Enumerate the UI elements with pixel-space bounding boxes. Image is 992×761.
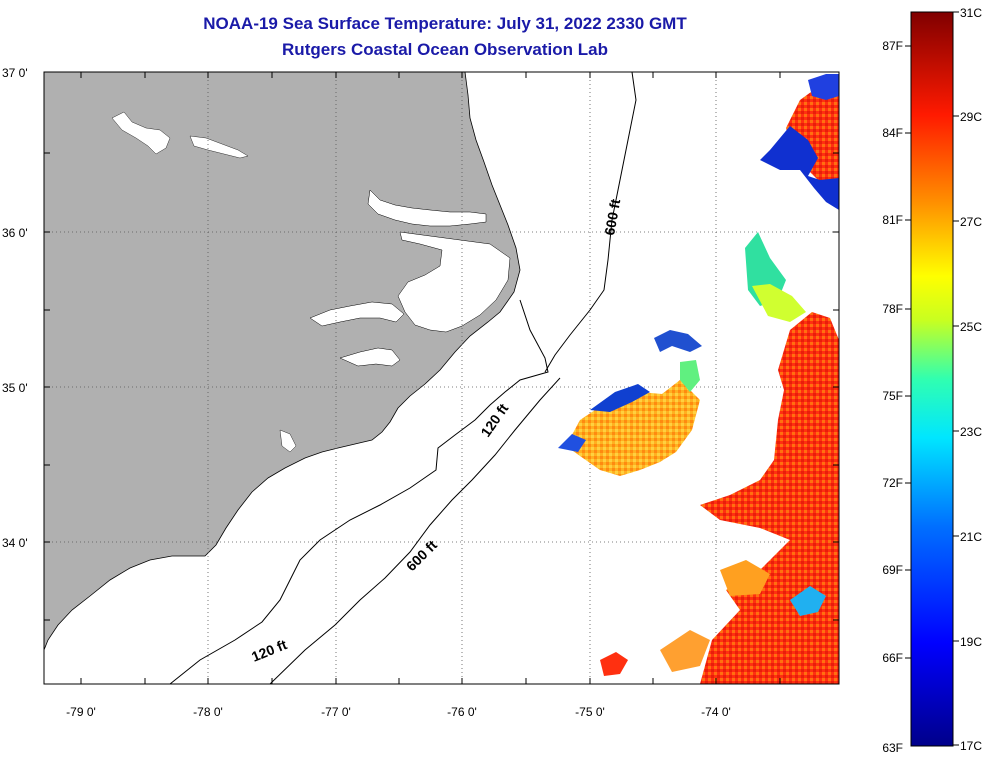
sst-data-layer: [558, 74, 839, 684]
lon-label-76: -76 0': [447, 705, 477, 719]
neuse-river: [339, 347, 401, 367]
lon-label-79: -79 0': [66, 705, 96, 719]
map-panel: 600 ft 120 ft 600 ft 120 ft: [44, 72, 839, 684]
left-ticks: [44, 71, 50, 621]
colorbar-label-75f: 75F: [882, 389, 903, 403]
sst-cold-patch-west: [558, 434, 586, 452]
sst-patch-southeast-orange: [720, 560, 770, 596]
lon-label-78: -78 0': [193, 705, 223, 719]
colorbar-label-87f: 87F: [882, 39, 903, 53]
pamlico-sound: [397, 231, 511, 333]
isobath-600-north-label: 600 ft: [601, 197, 623, 236]
colorbar-label-23c: 23C: [960, 425, 982, 439]
lat-label-37: 37 0': [2, 66, 28, 80]
map-border: [43, 71, 840, 685]
sst-patch-yellow-band: [752, 284, 806, 322]
map-title: NOAA-19 Sea Surface Temperature: July 31…: [203, 14, 687, 33]
albemarle-sound: [367, 189, 487, 227]
sst-cold-patch-central: [590, 384, 650, 412]
sst-cold-patch-northeast: [760, 126, 839, 210]
sst-patch-central: [566, 380, 700, 476]
colorbar-label-63f: 63F: [882, 741, 903, 755]
colorbar-label-81f: 81F: [882, 213, 903, 227]
graticule: [44, 72, 839, 684]
top-bottom-ticks: [80, 72, 781, 684]
sst-patch-southwest-small: [660, 630, 710, 672]
colorbar-label-66f: 66F: [882, 651, 903, 665]
isobath-600-south-line: [269, 377, 561, 684]
colorbar-label-31c: 31C: [960, 6, 982, 20]
barrier-lagoon: [279, 429, 297, 453]
sst-patch-cold-top: [808, 74, 839, 100]
sst-cyan-patch-east: [790, 586, 826, 616]
colorbar-label-25c: 25C: [960, 320, 982, 334]
gaston-lake: [189, 135, 249, 159]
colorbar-label-72f: 72F: [882, 476, 903, 490]
sst-patch-northeast: [786, 80, 839, 200]
temperature-colorbar: [910, 11, 954, 747]
colorbar-label-19c: 19C: [960, 635, 982, 649]
sst-green-patch-central: [680, 360, 700, 392]
lon-label-75: -75 0': [575, 705, 605, 719]
lat-label-35: 35 0': [2, 381, 28, 395]
pamlico-river: [309, 301, 405, 327]
map-subtitle: Rutgers Coastal Ocean Observation Lab: [282, 40, 608, 59]
isobath-120-line: [169, 299, 549, 684]
lon-label-74: -74 0': [701, 705, 731, 719]
colorbar-label-27c: 27C: [960, 215, 982, 229]
isobath-600-north-line: [544, 72, 637, 373]
colorbar-label-17c: 17C: [960, 739, 982, 753]
colorbar-label-29c: 29C: [960, 110, 982, 124]
colorbar-label-84f: 84F: [882, 126, 903, 140]
lat-label-36: 36 0': [2, 226, 28, 240]
colorbar-label-21c: 21C: [960, 530, 982, 544]
colorbar-label-69f: 69F: [882, 563, 903, 577]
right-ticks: [833, 152, 839, 621]
colorbar-label-78f: 78F: [882, 302, 903, 316]
sst-patch-southeast-red: [600, 652, 628, 676]
sst-cold-patch-north: [654, 330, 702, 352]
lon-label-77: -77 0': [321, 705, 351, 719]
colorbar-ticks: [905, 11, 959, 746]
kerr-lake: [111, 111, 171, 155]
lat-label-34: 34 0': [2, 536, 28, 550]
